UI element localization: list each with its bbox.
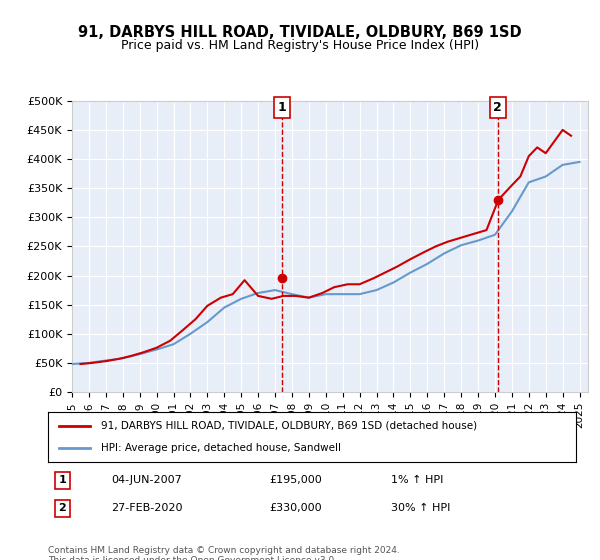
Text: £330,000: £330,000 bbox=[270, 503, 322, 513]
Text: HPI: Average price, detached house, Sandwell: HPI: Average price, detached house, Sand… bbox=[101, 443, 341, 453]
Text: 91, DARBYS HILL ROAD, TIVIDALE, OLDBURY, B69 1SD: 91, DARBYS HILL ROAD, TIVIDALE, OLDBURY,… bbox=[78, 25, 522, 40]
Text: 04-JUN-2007: 04-JUN-2007 bbox=[112, 475, 182, 485]
Text: 1: 1 bbox=[59, 475, 67, 485]
Text: £195,000: £195,000 bbox=[270, 475, 323, 485]
Text: 1: 1 bbox=[278, 101, 286, 114]
Text: Contains HM Land Registry data © Crown copyright and database right 2024.
This d: Contains HM Land Registry data © Crown c… bbox=[48, 546, 400, 560]
Text: 2: 2 bbox=[59, 503, 67, 513]
Text: 91, DARBYS HILL ROAD, TIVIDALE, OLDBURY, B69 1SD (detached house): 91, DARBYS HILL ROAD, TIVIDALE, OLDBURY,… bbox=[101, 421, 477, 431]
Text: 1% ↑ HPI: 1% ↑ HPI bbox=[391, 475, 443, 485]
Text: Price paid vs. HM Land Registry's House Price Index (HPI): Price paid vs. HM Land Registry's House … bbox=[121, 39, 479, 52]
Text: 27-FEB-2020: 27-FEB-2020 bbox=[112, 503, 183, 513]
Text: 2: 2 bbox=[493, 101, 502, 114]
Text: 30% ↑ HPI: 30% ↑ HPI bbox=[391, 503, 451, 513]
